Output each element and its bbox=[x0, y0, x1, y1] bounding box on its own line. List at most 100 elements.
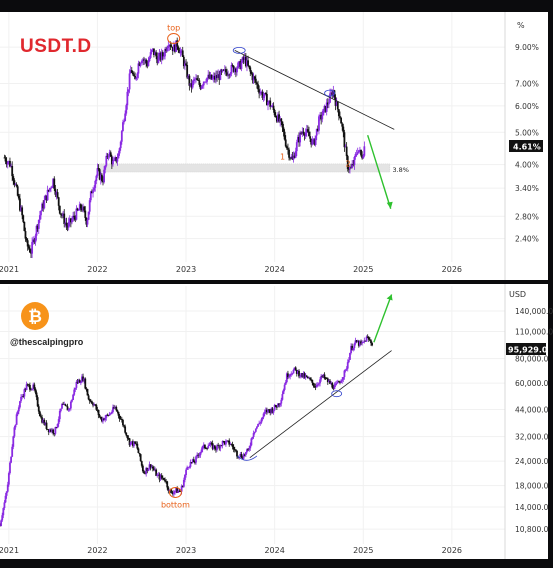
btc-candle-body bbox=[229, 444, 232, 446]
btc-candle bbox=[331, 381, 334, 389]
btc-candle bbox=[30, 387, 32, 391]
btc-candle bbox=[311, 379, 314, 386]
usdt-candle bbox=[200, 85, 203, 90]
btc-candle-body bbox=[16, 411, 19, 415]
btc-candle-body bbox=[150, 466, 153, 468]
usdt-candle bbox=[314, 135, 317, 147]
usdt-candle bbox=[330, 88, 333, 95]
usdt-candle-body bbox=[137, 63, 140, 74]
usdt-candle bbox=[281, 121, 284, 133]
author-handle: @thescalpingpro bbox=[10, 337, 84, 347]
usdt-candle-body bbox=[3, 157, 6, 159]
usdt-candle bbox=[62, 210, 65, 218]
btc-candle-body bbox=[337, 381, 340, 383]
btc-candle-body bbox=[242, 454, 245, 459]
btc-candle bbox=[55, 426, 58, 429]
btc-candle-body bbox=[58, 410, 61, 420]
btc-candle bbox=[354, 337, 357, 346]
usdt-candle bbox=[230, 62, 233, 77]
btc-candle-body bbox=[330, 382, 333, 384]
btc-candle bbox=[364, 340, 367, 342]
usdt-candle bbox=[5, 157, 8, 168]
usdt-candle-body bbox=[177, 46, 180, 51]
usdt-candle bbox=[157, 52, 160, 64]
usdt-candle bbox=[110, 154, 113, 170]
usdt-candle bbox=[257, 80, 259, 93]
btc-candle bbox=[329, 379, 331, 385]
btc-candle-body bbox=[273, 405, 276, 411]
btc-candle-body bbox=[305, 375, 308, 377]
btc-candle-body bbox=[45, 422, 48, 429]
usdt-candle bbox=[84, 206, 87, 221]
btc-candle-body bbox=[1, 515, 4, 521]
btc-candle-body bbox=[73, 389, 76, 395]
usdt-candle bbox=[118, 147, 121, 156]
btc-candle bbox=[265, 407, 268, 415]
btc-candle bbox=[91, 400, 93, 405]
usdt-support-level-label: 3.8% bbox=[392, 166, 409, 174]
usdt-candle bbox=[353, 155, 356, 170]
btc-candle-body bbox=[43, 419, 46, 425]
btc-candle bbox=[304, 373, 307, 380]
btc-candle-body bbox=[167, 487, 170, 492]
btc-candle-body bbox=[326, 378, 329, 383]
btc-candle bbox=[19, 400, 21, 409]
btc-candle bbox=[216, 444, 218, 452]
usdt-candle bbox=[261, 89, 264, 101]
usdt-candle-body bbox=[361, 155, 364, 159]
btc-candle-body bbox=[77, 380, 80, 383]
btc-candle bbox=[102, 416, 104, 424]
usdt-candle-body bbox=[249, 67, 252, 72]
btc-candle-body bbox=[51, 429, 53, 432]
btc-y-tick-label: 44,000.0 bbox=[515, 406, 549, 415]
usdt-candle bbox=[309, 131, 311, 143]
usdt-candle-body bbox=[219, 70, 222, 80]
btc-candle-body bbox=[40, 416, 42, 418]
usdt-x-tick-label: 2024 bbox=[264, 265, 284, 274]
btc-candle bbox=[236, 450, 238, 459]
btc-candle bbox=[247, 448, 249, 451]
usdt-candle bbox=[69, 218, 72, 228]
btc-candle bbox=[310, 377, 313, 382]
btc-candle bbox=[161, 475, 164, 481]
btc-candle-body bbox=[185, 469, 187, 476]
usdt-candle-body bbox=[141, 59, 144, 62]
btc-candle bbox=[86, 388, 89, 396]
btc-candle-body bbox=[97, 409, 100, 416]
btc-candle bbox=[302, 371, 305, 379]
usdt-candle bbox=[237, 61, 240, 69]
btc-candle-body bbox=[56, 423, 59, 428]
usdt-candle bbox=[260, 90, 263, 95]
usdt-candle-body bbox=[182, 56, 185, 67]
btc-candle-body bbox=[63, 404, 66, 405]
usdt-candle-body bbox=[187, 75, 190, 78]
usdt-candle bbox=[66, 222, 69, 232]
btc-candle bbox=[213, 445, 216, 451]
usdt-candle bbox=[177, 45, 180, 53]
usdt-resistance-trendline bbox=[234, 49, 395, 130]
btc-candle bbox=[22, 393, 25, 398]
usdt-candle-body bbox=[354, 154, 357, 157]
btc-candle bbox=[31, 388, 34, 391]
usdt-candle-body bbox=[283, 131, 286, 140]
btc-candle-body bbox=[2, 508, 5, 516]
usdt-candle bbox=[347, 164, 350, 174]
usdt-candle bbox=[269, 97, 272, 110]
btc-candle-body bbox=[135, 443, 138, 445]
usdt-candle-body bbox=[196, 78, 199, 81]
btc-candle bbox=[240, 451, 243, 458]
usdt-candle-body bbox=[145, 59, 148, 64]
usdt-candle bbox=[254, 74, 257, 85]
usdt-candle-body bbox=[208, 74, 211, 79]
btc-candle-body bbox=[53, 433, 56, 434]
usdt-candle-body bbox=[270, 106, 273, 108]
btc-candle-body bbox=[323, 374, 326, 379]
usdt-y-tick-label: 3.40% bbox=[515, 184, 539, 193]
btc-candle-body bbox=[178, 490, 181, 492]
btc-candle-body bbox=[180, 486, 183, 492]
usdt-candle bbox=[320, 111, 323, 125]
btc-candle-body bbox=[357, 341, 360, 346]
usdt-candle-body bbox=[295, 142, 298, 152]
btc-candle-body bbox=[259, 422, 262, 424]
usdt-candle-body bbox=[178, 50, 181, 54]
